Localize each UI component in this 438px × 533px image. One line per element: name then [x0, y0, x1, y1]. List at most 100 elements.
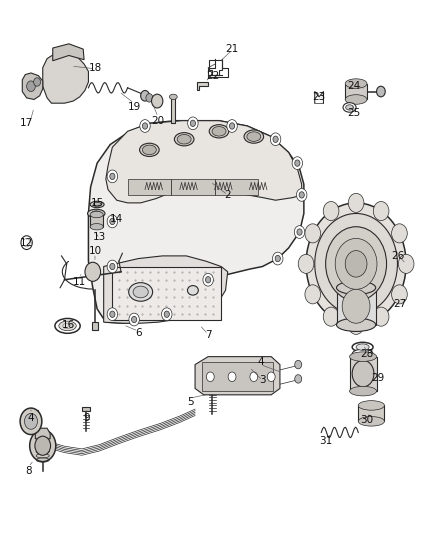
Ellipse shape — [345, 95, 367, 104]
Polygon shape — [113, 266, 221, 319]
Polygon shape — [104, 256, 228, 323]
Ellipse shape — [90, 223, 103, 230]
Ellipse shape — [92, 211, 101, 216]
Circle shape — [305, 224, 321, 243]
Circle shape — [272, 252, 283, 265]
Text: 27: 27 — [393, 298, 406, 309]
Ellipse shape — [90, 201, 104, 208]
Circle shape — [230, 123, 235, 129]
Circle shape — [141, 91, 149, 101]
Circle shape — [342, 289, 370, 323]
Circle shape — [227, 119, 237, 132]
Text: 13: 13 — [93, 232, 106, 243]
Polygon shape — [171, 97, 176, 123]
Circle shape — [110, 173, 115, 180]
Text: 4: 4 — [28, 413, 34, 423]
Circle shape — [352, 360, 374, 387]
Polygon shape — [197, 82, 208, 91]
Polygon shape — [43, 54, 88, 103]
Ellipse shape — [140, 143, 159, 157]
Text: 14: 14 — [110, 214, 124, 224]
Polygon shape — [106, 120, 302, 203]
Text: 20: 20 — [152, 116, 165, 126]
Circle shape — [377, 86, 385, 97]
Ellipse shape — [174, 133, 194, 146]
Circle shape — [187, 117, 198, 130]
Text: 3: 3 — [259, 375, 266, 385]
Ellipse shape — [93, 203, 101, 207]
Circle shape — [398, 254, 414, 273]
Circle shape — [110, 311, 115, 317]
Text: 4: 4 — [257, 357, 264, 367]
Circle shape — [345, 251, 367, 277]
Polygon shape — [195, 357, 280, 395]
Circle shape — [85, 262, 101, 281]
Text: 21: 21 — [226, 44, 239, 54]
Circle shape — [146, 94, 153, 102]
Circle shape — [392, 224, 407, 243]
Circle shape — [205, 277, 211, 283]
Circle shape — [228, 372, 236, 382]
Circle shape — [203, 273, 213, 286]
Circle shape — [30, 430, 56, 462]
Circle shape — [107, 215, 117, 228]
Ellipse shape — [55, 318, 80, 333]
Ellipse shape — [350, 352, 377, 361]
Ellipse shape — [212, 126, 226, 136]
Circle shape — [295, 375, 302, 383]
Polygon shape — [336, 288, 376, 325]
Polygon shape — [22, 73, 43, 100]
Ellipse shape — [350, 386, 377, 396]
Circle shape — [294, 225, 305, 238]
Text: 28: 28 — [360, 349, 374, 359]
Text: 25: 25 — [347, 108, 360, 118]
Ellipse shape — [209, 125, 229, 138]
Polygon shape — [24, 410, 38, 421]
Circle shape — [323, 201, 339, 221]
Circle shape — [273, 136, 278, 142]
Circle shape — [152, 94, 163, 108]
Text: 8: 8 — [25, 466, 32, 475]
Circle shape — [162, 308, 172, 320]
Polygon shape — [35, 428, 50, 439]
Circle shape — [107, 308, 117, 320]
Ellipse shape — [356, 344, 369, 350]
Text: 5: 5 — [187, 397, 194, 407]
Circle shape — [392, 285, 407, 304]
Circle shape — [298, 254, 314, 273]
Circle shape — [129, 313, 139, 326]
Circle shape — [305, 285, 321, 304]
Circle shape — [267, 372, 275, 382]
Text: 26: 26 — [391, 251, 404, 261]
Polygon shape — [82, 407, 90, 411]
Circle shape — [27, 81, 35, 92]
Ellipse shape — [142, 145, 156, 155]
Ellipse shape — [352, 349, 373, 359]
Circle shape — [275, 255, 280, 262]
Text: 29: 29 — [371, 373, 385, 383]
Circle shape — [348, 193, 364, 213]
Circle shape — [140, 119, 150, 132]
Ellipse shape — [88, 209, 105, 217]
Circle shape — [323, 307, 339, 326]
Text: 16: 16 — [62, 320, 75, 330]
Ellipse shape — [177, 134, 191, 144]
Polygon shape — [201, 362, 273, 391]
Circle shape — [299, 192, 304, 198]
Ellipse shape — [358, 417, 385, 426]
Circle shape — [190, 120, 195, 126]
Ellipse shape — [352, 342, 373, 352]
Circle shape — [315, 214, 397, 314]
Circle shape — [335, 238, 377, 289]
Ellipse shape — [90, 212, 103, 217]
Ellipse shape — [247, 132, 261, 141]
Text: 9: 9 — [83, 413, 89, 423]
Ellipse shape — [336, 281, 376, 294]
Text: 2: 2 — [224, 190, 231, 200]
Circle shape — [325, 227, 387, 301]
Text: 17: 17 — [20, 118, 33, 128]
Circle shape — [295, 360, 302, 369]
Circle shape — [297, 229, 302, 235]
Text: 31: 31 — [319, 437, 332, 447]
Ellipse shape — [133, 286, 148, 298]
